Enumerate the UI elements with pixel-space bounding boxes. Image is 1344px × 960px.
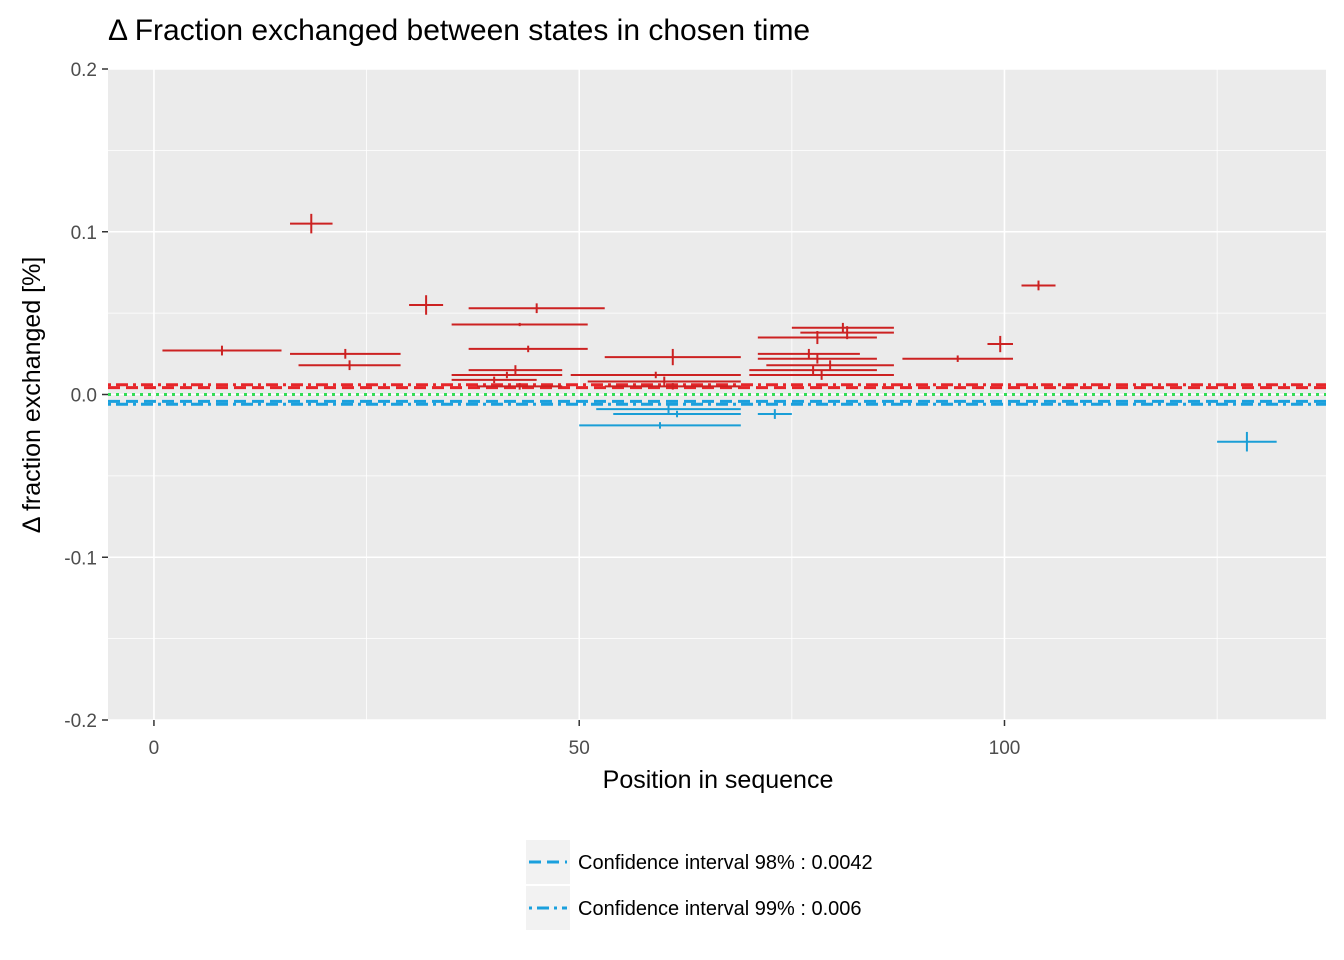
data-point-positive bbox=[604, 348, 741, 366]
data-point-positive bbox=[290, 213, 333, 234]
data-point-positive bbox=[468, 345, 588, 353]
data-point-negative bbox=[579, 422, 741, 429]
data-point-positive bbox=[298, 360, 401, 371]
legend-label-ci99: Confidence interval 99% : 0.006 bbox=[578, 898, 862, 920]
data-point-negative bbox=[596, 404, 741, 415]
data-point-positive bbox=[766, 360, 894, 371]
legend-label-ci98: Confidence interval 98% : 0.0042 bbox=[578, 852, 873, 874]
chart-title: Δ Fraction exchanged between states in c… bbox=[108, 14, 810, 47]
data-point-positive bbox=[749, 370, 894, 380]
data-point-positive bbox=[757, 353, 877, 364]
data-point-positive bbox=[570, 371, 741, 379]
data-point-positive bbox=[1021, 280, 1056, 291]
y-tick-label: 0.0 bbox=[71, 386, 97, 407]
data-point-positive bbox=[604, 383, 741, 390]
x-tick-label: 0 bbox=[149, 738, 160, 759]
y-tick-label: 0.2 bbox=[71, 60, 97, 81]
y-tick-label: -0.1 bbox=[64, 548, 97, 569]
data-point-negative bbox=[613, 410, 741, 418]
data-point-positive bbox=[902, 355, 1013, 362]
data-point-positive bbox=[409, 295, 444, 315]
data-point-positive bbox=[451, 376, 537, 384]
y-tick-label: 0.1 bbox=[71, 223, 97, 244]
data-point-positive bbox=[800, 326, 894, 340]
data-point-positive bbox=[290, 348, 401, 359]
y-axis-title: Δ fraction exchanged [%] bbox=[18, 257, 46, 534]
y-tick-label: -0.2 bbox=[64, 711, 97, 732]
data-point-negative bbox=[1217, 431, 1277, 452]
data-point-positive bbox=[451, 322, 588, 327]
data-point-positive bbox=[587, 376, 741, 387]
data-point-positive bbox=[757, 348, 860, 359]
x-tick-label: 50 bbox=[569, 738, 590, 759]
data-point-positive bbox=[477, 383, 563, 390]
data-point-positive bbox=[749, 365, 877, 375]
data-point-positive bbox=[451, 371, 563, 379]
data-point-positive bbox=[162, 345, 282, 356]
data-point-positive bbox=[468, 303, 605, 314]
data-point-positive bbox=[791, 322, 894, 333]
data-point-positive bbox=[987, 335, 1013, 353]
x-axis-title: Position in sequence bbox=[603, 766, 834, 794]
data-point-negative bbox=[757, 409, 792, 419]
data-marks bbox=[162, 213, 1277, 452]
legend: Confidence interval 98% : 0.0042 Confide… bbox=[526, 840, 873, 930]
axes: 0 50 100 -0.2 -0.1 0.0 0.1 0.2 bbox=[64, 60, 1020, 759]
reference-lines bbox=[108, 383, 1326, 406]
data-point-positive bbox=[468, 365, 563, 375]
x-tick-label: 100 bbox=[989, 738, 1021, 759]
